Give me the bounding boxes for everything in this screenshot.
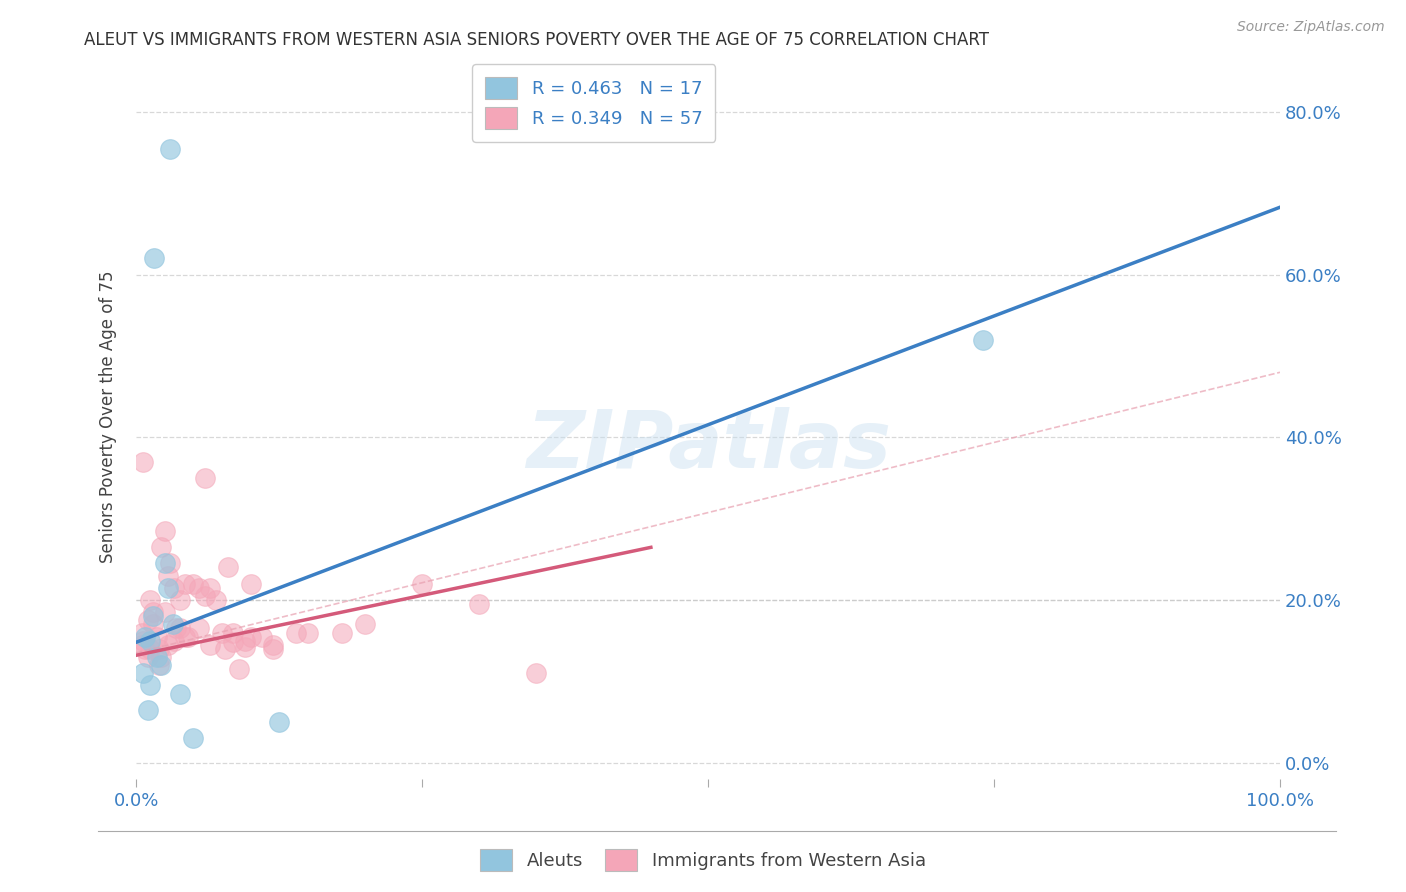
Point: [194, 471, 217, 485]
Point: [162, 617, 184, 632]
Text: Source: ZipAtlas.com: Source: ZipAtlas.com: [1237, 20, 1385, 34]
Point: [169, 622, 191, 636]
Point: [145, 649, 167, 664]
Point: [188, 581, 211, 595]
Point: [174, 576, 197, 591]
Point: [142, 609, 165, 624]
Text: ALEUT VS IMMIGRANTS FROM WESTERN ASIA SENIORS POVERTY OVER THE AGE OF 75 CORRELA: ALEUT VS IMMIGRANTS FROM WESTERN ASIA SE…: [84, 31, 990, 49]
Point: [132, 633, 155, 648]
Point: [139, 633, 162, 648]
Point: [150, 540, 173, 554]
Point: [157, 638, 180, 652]
Point: [262, 638, 284, 652]
Point: [174, 630, 197, 644]
Point: [131, 638, 153, 652]
Point: [181, 731, 204, 746]
Point: [468, 597, 491, 611]
Point: [169, 686, 191, 700]
Point: [217, 560, 239, 574]
Point: [139, 641, 162, 656]
Point: [214, 641, 236, 656]
Point: [526, 666, 548, 681]
Point: [228, 662, 250, 676]
Point: [132, 666, 155, 681]
Point: [239, 576, 262, 591]
Point: [211, 625, 233, 640]
Point: [159, 557, 181, 571]
Legend: Aleuts, Immigrants from Western Asia: Aleuts, Immigrants from Western Asia: [472, 842, 934, 879]
Point: [139, 678, 162, 692]
Point: [136, 613, 159, 627]
Point: [143, 252, 166, 266]
Point: [134, 630, 156, 644]
Point: [148, 641, 170, 656]
Point: [148, 658, 170, 673]
Point: [163, 633, 186, 648]
Point: [181, 576, 204, 591]
Point: [222, 635, 245, 649]
Point: [163, 581, 186, 595]
Point: [131, 625, 153, 640]
Point: [159, 142, 181, 156]
Point: [134, 641, 156, 656]
Point: [972, 333, 994, 347]
Point: [153, 524, 176, 538]
Point: [157, 581, 180, 595]
Point: [222, 625, 245, 640]
Legend: R = 0.463   N = 17, R = 0.349   N = 57: R = 0.463 N = 17, R = 0.349 N = 57: [472, 64, 716, 142]
Point: [150, 649, 173, 664]
Point: [239, 630, 262, 644]
Point: [165, 622, 187, 636]
Point: [354, 617, 377, 632]
Point: [132, 455, 155, 469]
Point: [153, 557, 176, 571]
Text: ZIPatlas: ZIPatlas: [526, 407, 890, 485]
Point: [205, 593, 228, 607]
Point: [142, 617, 165, 632]
Point: [136, 649, 159, 664]
Point: [139, 593, 162, 607]
Point: [285, 625, 308, 640]
Y-axis label: Seniors Poverty Over the Age of 75: Seniors Poverty Over the Age of 75: [100, 271, 117, 563]
Point: [194, 589, 217, 603]
Point: [297, 625, 319, 640]
Point: [188, 622, 211, 636]
Point: [411, 576, 433, 591]
Point: [176, 630, 198, 644]
Point: [169, 593, 191, 607]
Point: [157, 568, 180, 582]
Point: [233, 633, 256, 648]
Point: [200, 581, 222, 595]
Point: [233, 640, 256, 655]
Point: [136, 703, 159, 717]
Point: [269, 714, 291, 729]
Point: [330, 625, 353, 640]
Point: [150, 658, 173, 673]
Point: [250, 630, 273, 644]
Point: [262, 641, 284, 656]
Point: [153, 605, 176, 619]
Point: [142, 605, 165, 619]
Point: [145, 630, 167, 644]
Point: [200, 638, 222, 652]
